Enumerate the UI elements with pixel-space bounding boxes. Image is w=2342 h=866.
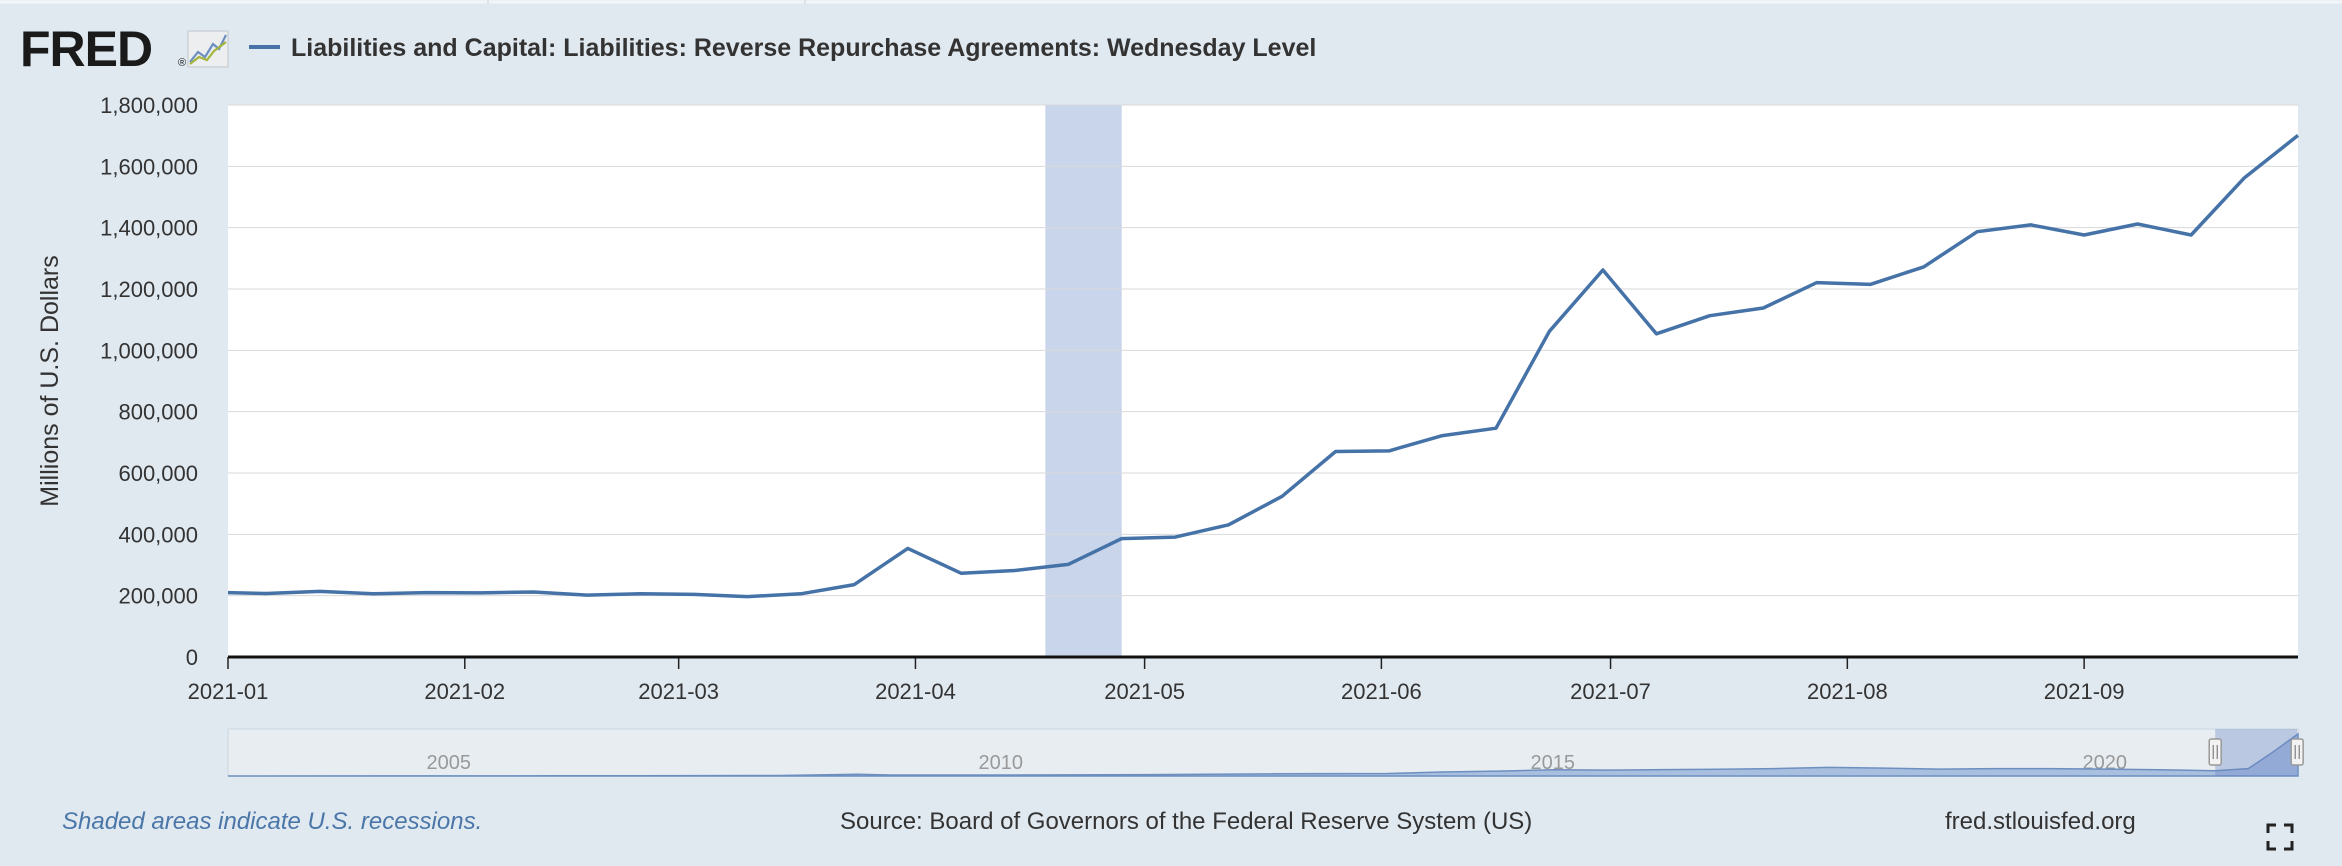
x-tick-label: 2021-06: [1341, 679, 1422, 704]
navigator-area: [227, 732, 2299, 777]
fred-graph-icon: [187, 30, 229, 68]
series-line: [227, 134, 2300, 599]
y-tick-label: 1,000,000: [100, 338, 198, 363]
y-tick-label: 600,000: [118, 461, 198, 486]
navigator-year-label: 2010: [979, 752, 1024, 774]
navigator-series: [227, 732, 2299, 777]
y-tick-label: 1,800,000: [100, 93, 198, 118]
recession-note: Shaded areas indicate U.S. recessions.: [62, 808, 483, 835]
legend-series-label: Liabilities and Capital: Liabilities: Re…: [291, 34, 1316, 62]
range-navigator[interactable]: 2005 2010 2015 2020: [227, 728, 2304, 777]
x-tick-label: 2021-07: [1570, 679, 1651, 704]
x-tick-label: 2021-03: [638, 679, 719, 704]
y-tick-label: 1,600,000: [100, 154, 198, 179]
recession-layer: [1045, 105, 1122, 657]
recession-band: [1045, 105, 1122, 657]
navigator-selection: [2215, 729, 2298, 776]
navigator-year-label: 2005: [427, 752, 472, 774]
navigator-handle[interactable]: [2208, 738, 2222, 766]
navigator-window[interactable]: [2208, 729, 2304, 776]
y-tick-label: 1,400,000: [100, 216, 198, 241]
expand-corners-icon[interactable]: [2266, 823, 2294, 851]
navigator-track: [227, 728, 2299, 777]
plot-area: [228, 105, 2298, 657]
y-tick-label: 400,000: [118, 522, 198, 547]
x-tick-label: 2021-08: [1807, 679, 1888, 704]
registered-mark: ®: [178, 57, 186, 69]
navigator-handle[interactable]: [2290, 738, 2304, 766]
y-tick-label: 0: [186, 645, 198, 670]
x-tick-label: 2021-09: [2044, 679, 2125, 704]
site-link[interactable]: fred.stlouisfed.org: [1945, 808, 2136, 835]
legend[interactable]: Liabilities and Capital: Liabilities: Re…: [249, 34, 1316, 62]
y-tick-label: 200,000: [118, 584, 198, 609]
y-axis: 0 200,000 400,000 600,000 800,000 1,000,000 1,…: [100, 93, 198, 670]
y-tick-label: 1,200,000: [100, 277, 198, 302]
x-tick-label: 2021-04: [875, 679, 956, 704]
series-layer: [227, 134, 2300, 599]
y-axis-title: Millions of U.S. Dollars: [36, 255, 64, 506]
x-tick-label: 2021-02: [424, 679, 505, 704]
x-axis: 2021-01 2021-02 2021-03 2021-04 2021-05 2021-…: [188, 657, 2125, 704]
fred-logo[interactable]: FRED ®: [20, 21, 229, 77]
y-tick-label: 800,000: [118, 400, 198, 425]
y-gridlines: [228, 104, 2298, 597]
x-tick-label: 2021-05: [1104, 679, 1185, 704]
navigator-year-label: 2015: [1531, 752, 1576, 774]
x-tick-label: 2021-01: [188, 679, 269, 704]
source-note: Source: Board of Governors of the Federa…: [840, 808, 1533, 835]
fred-logo-text: FRED: [20, 21, 152, 77]
